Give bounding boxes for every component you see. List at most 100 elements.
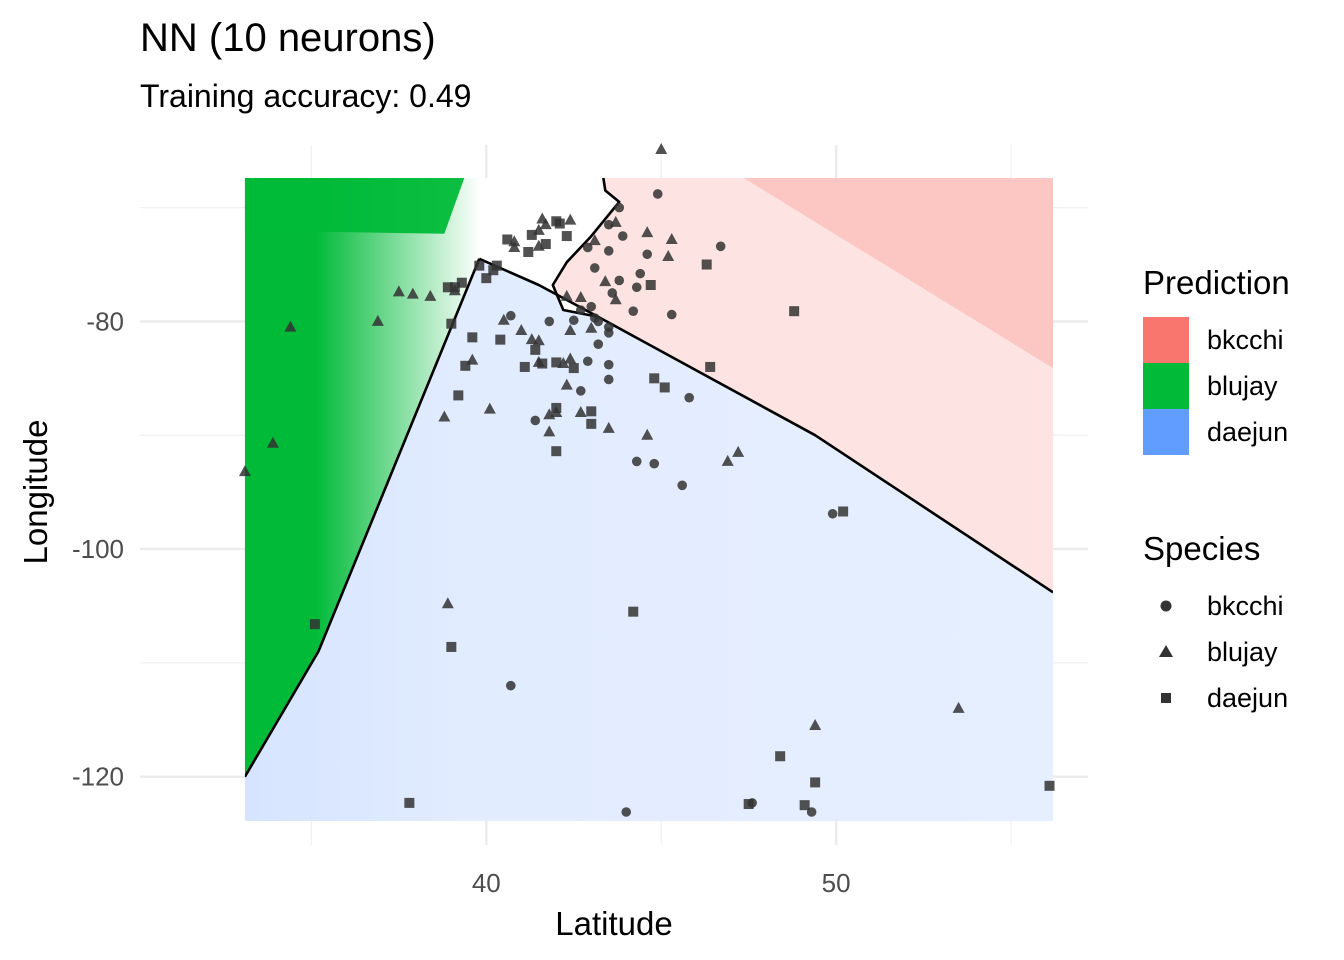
legend-label: daejun [1207,416,1289,447]
point-daejun [502,234,513,245]
blujay-swatch [1143,363,1189,409]
point-daejun [495,334,506,345]
point-blujay [721,454,734,466]
point-daejun [810,777,821,788]
legend-item-daejun-shape: daejun [1143,675,1288,721]
x-tick-label: 40 [472,868,501,898]
point-bkcchi [530,415,541,426]
prediction-legend: Prediction bkcchi blujay daejun [1143,263,1290,455]
point-bkcchi [621,807,632,817]
point-blujay [560,378,573,390]
point-daejun [561,231,572,242]
point-bkcchi [652,189,663,199]
point-daejun [523,246,534,257]
x-axis-title: Latitude [555,905,672,942]
legend-item-bkcchi-fill: bkcchi [1143,317,1290,363]
square-icon [1143,675,1189,721]
point-bkcchi [677,480,688,491]
point-daejun [649,373,660,384]
point-daejun [456,277,467,288]
legend-label: daejun [1207,682,1289,713]
point-blujay [483,402,496,414]
point-blujay [266,436,279,448]
point-blujay [406,287,419,299]
point-blujay [564,213,577,225]
bkcchi-region-strong [743,178,1054,369]
boundary-blujay-daejun [244,258,481,778]
point-blujay [641,428,654,440]
blujay-region [244,178,620,777]
point-blujay [641,226,654,238]
point-daejun [789,306,800,317]
point-bkcchi [603,246,614,256]
point-daejun [705,361,716,372]
point-daejun [701,259,712,270]
point-daejun [743,799,754,810]
point-bkcchi [593,316,604,327]
legend-label: bkcchi [1207,590,1284,621]
point-blujay [543,408,556,420]
point-daejun [446,641,457,652]
chart-subtitle: Training accuracy: 0.49 [140,78,472,114]
point-bkcchi [631,456,642,467]
point-blujay [438,410,451,422]
point-daejun [799,800,810,811]
point-bkcchi [575,305,586,315]
circle-icon [1143,583,1189,629]
point-daejun [1044,780,1055,791]
point-daejun [460,360,471,371]
point-bkcchi [589,263,600,273]
point-blujay [238,465,251,477]
point-daejun [586,406,597,417]
point-daejun [537,358,548,369]
prediction-legend-title: Prediction [1143,264,1290,301]
point-daejun [628,606,639,617]
point-daejun [645,280,656,290]
point-bkcchi [603,359,614,370]
point-blujay [392,285,405,297]
legend-label: blujay [1207,636,1278,667]
x-tick-label: 50 [822,868,851,898]
point-daejun [540,239,551,250]
point-daejun [551,446,562,457]
point-daejun [530,344,541,355]
data-points [238,143,1055,817]
prediction-regions [244,178,1054,822]
point-blujay [952,701,965,713]
point-bkcchi [617,231,628,241]
point-bkcchi [582,356,593,367]
point-blujay [574,291,587,303]
species-legend-title: Species [1143,530,1261,567]
point-bkcchi [631,282,642,293]
point-blujay [497,313,510,325]
legend-item-blujay-fill: blujay [1143,363,1290,409]
point-bkcchi [603,328,614,338]
point-daejun [488,265,499,276]
point-blujay [560,289,573,301]
point-daejun [467,332,478,343]
boundary-blujay-bkcchi [551,178,621,319]
point-blujay [532,334,545,346]
point-blujay [515,324,528,336]
point-blujay [525,333,538,345]
point-blujay [508,240,521,252]
blujay-region-strong [244,178,465,234]
y-tick-label: -100 [72,534,124,564]
point-bkcchi [593,339,604,349]
point-blujay [543,425,556,437]
y-tick-label: -120 [72,762,124,792]
point-daejun [659,382,670,393]
point-bkcchi [603,374,614,385]
point-daejun [446,318,457,329]
legend-item-bkcchi-shape: bkcchi [1143,583,1288,629]
point-blujay [371,314,384,326]
point-daejun [481,273,492,284]
species-legend: Species bkcchi blujay daejun [1143,529,1288,721]
point-bkcchi [715,241,726,252]
point-bkcchi [666,309,677,320]
point-bkcchi [614,202,625,213]
point-bkcchi [614,275,625,286]
y-tick-label: -80 [86,306,124,336]
point-blujay [536,212,549,224]
point-blujay [809,718,822,730]
